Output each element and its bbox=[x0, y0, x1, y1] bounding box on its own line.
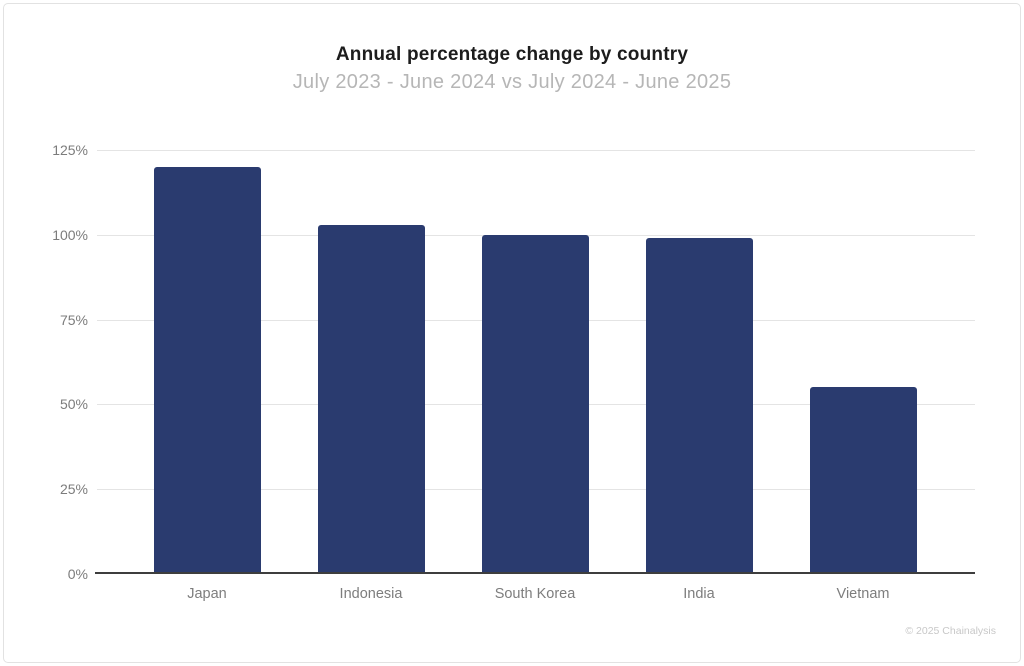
x-axis-category-label: Vietnam bbox=[836, 586, 890, 602]
gridline bbox=[97, 150, 975, 151]
plot-area bbox=[95, 150, 975, 574]
x-axis-line bbox=[95, 572, 975, 574]
bar-vietnam bbox=[809, 387, 917, 574]
chart-subtitle: July 2023 - June 2024 vs July 2024 - Jun… bbox=[292, 71, 732, 93]
y-axis-tick-label: 50% bbox=[59, 396, 88, 413]
x-axis-category-label: Indonesia bbox=[339, 586, 403, 602]
copyright-text: © 2025 Chainalysis bbox=[905, 625, 996, 637]
y-axis-tick-label: 100% bbox=[52, 226, 88, 243]
x-axis-category-label: Japan bbox=[187, 586, 227, 602]
y-axis-tick-label: 0% bbox=[67, 566, 88, 582]
bar-indonesia bbox=[317, 224, 425, 574]
bar-south-korea bbox=[481, 234, 589, 574]
y-axis-tick-label: 75% bbox=[59, 311, 88, 328]
x-axis-category-label: South Korea bbox=[494, 586, 576, 602]
y-axis-tick-label: 125% bbox=[52, 142, 88, 158]
x-axis-category-label: India bbox=[683, 586, 715, 602]
bar-japan bbox=[153, 167, 261, 574]
chart-title: Annual percentage change by country bbox=[335, 44, 689, 65]
bar-india bbox=[645, 238, 753, 574]
y-axis-tick-label: 25% bbox=[59, 481, 88, 498]
